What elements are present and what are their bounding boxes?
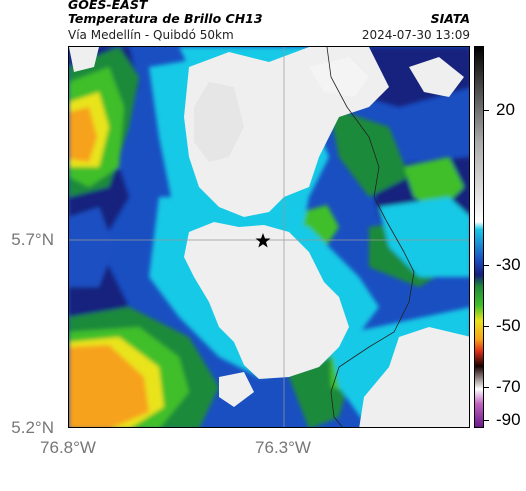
colorbar-tick <box>484 420 489 421</box>
lon-tick-label: 76.3°W <box>255 438 311 457</box>
brightness-temperature-map <box>69 47 469 427</box>
colorbar-label: -90 <box>496 410 521 429</box>
lat-tick-label: 5.7°N <box>11 230 54 249</box>
product-title: Temperatura de Brillo CH13 <box>68 11 263 26</box>
colorbar-tick <box>484 326 489 327</box>
region-label: Vía Medellín - Quibdó 50km <box>68 28 234 42</box>
colorbar-label: -30 <box>496 255 521 274</box>
colorbar-label: 20 <box>496 100 515 119</box>
colorbar-tick <box>484 387 489 388</box>
colorbar-tick <box>484 110 489 111</box>
star-icon <box>255 233 271 248</box>
lat-tick-label: 5.2°N <box>11 418 54 437</box>
colorbar <box>474 46 484 428</box>
boundary-line <box>326 47 415 427</box>
map-panel <box>68 46 470 428</box>
lon-tick-label: 76.8°W <box>40 438 96 457</box>
satellite-title: GOES-EAST <box>68 0 148 12</box>
colorbar-label: -50 <box>496 316 521 335</box>
colorbar-label: -70 <box>496 377 521 396</box>
colorbar-tick <box>484 265 489 266</box>
timestamp-label: 2024-07-30 13:09 <box>361 28 470 42</box>
organization-label: SIATA <box>430 11 470 26</box>
